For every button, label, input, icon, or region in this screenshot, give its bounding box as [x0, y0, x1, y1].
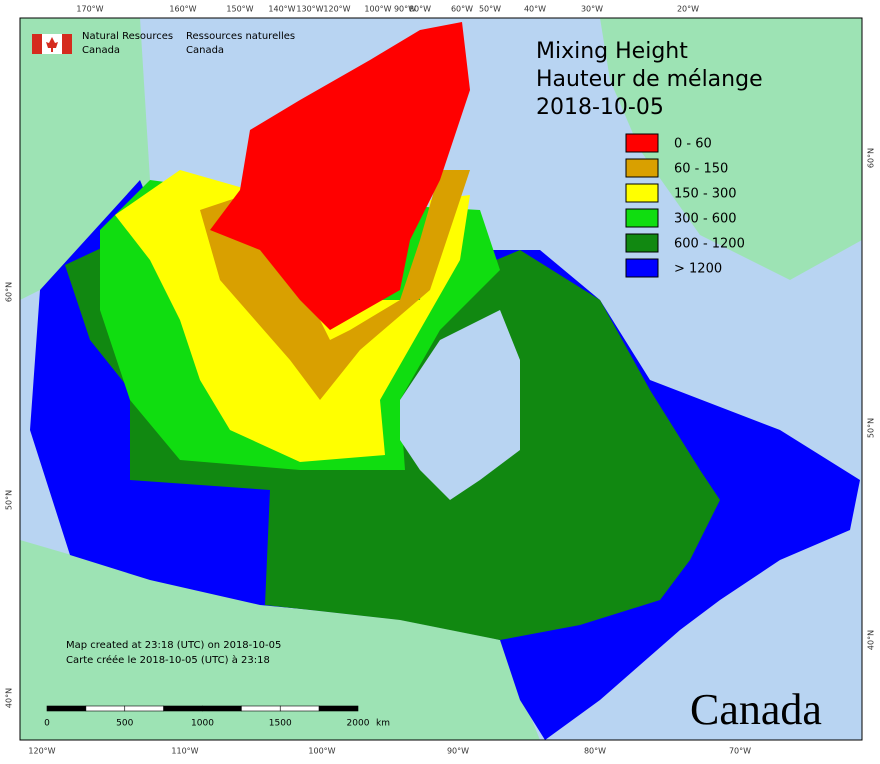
- longitude-label: 50°W: [479, 5, 501, 14]
- longitude-label: 100°W: [308, 747, 335, 756]
- longitude-label: 140°W: [268, 5, 295, 14]
- longitude-label: 30°W: [581, 5, 603, 14]
- legend-label: 600 - 1200: [674, 237, 745, 252]
- legend: 0 - 60 60 - 150 150 - 300 300 - 600 600 - 12…: [625, 133, 745, 278]
- latitude-label: 40°N: [867, 630, 876, 650]
- legend-swatch: [625, 258, 659, 278]
- longitude-label: 100°W: [364, 5, 391, 14]
- scale-segment: [85, 705, 126, 712]
- flag-bar: [62, 34, 72, 54]
- longitude-label: 130°W: [296, 5, 323, 14]
- legend-swatch: [625, 133, 659, 153]
- frame-border: [19, 17, 863, 741]
- legend-label: > 1200: [674, 262, 722, 277]
- title: Hauteur de mélange: [536, 67, 763, 92]
- longitude-label: 80°W: [584, 747, 606, 756]
- region-0-60: [210, 22, 470, 330]
- scale-segment: [46, 705, 87, 712]
- graticule-labels: 170°W 160°W 150°W 140°W 130°W 120°W 100°W 90°W8…: [5, 5, 876, 756]
- hudson-bay: [400, 310, 520, 500]
- legend-swatch: [625, 233, 659, 253]
- longitude-label: 160°W: [169, 5, 196, 14]
- longitude-label: 20°W: [677, 5, 699, 14]
- longitude-label: 170°W: [76, 5, 103, 14]
- longitude-label: 120°W: [28, 747, 55, 756]
- scale-label: 1500: [269, 719, 292, 729]
- legend-swatch: [625, 208, 659, 228]
- longitude-label: 110°W: [171, 747, 198, 756]
- header: Natural Resources Canada Ressources natu…: [32, 31, 295, 56]
- scale-label: 2000: [347, 719, 370, 729]
- wordmark: Canada: [690, 685, 822, 734]
- maple-leaf: [46, 37, 58, 52]
- longitude-label: 60°W: [451, 5, 473, 14]
- land: [20, 540, 540, 740]
- legend-label: 60 - 150: [674, 162, 728, 177]
- scale-segment: [318, 705, 359, 712]
- longitude-label: 40°W: [524, 5, 546, 14]
- land: [600, 18, 862, 280]
- legend-swatch: [625, 158, 659, 178]
- title: Mixing Height: [536, 39, 688, 64]
- legend-label: 150 - 300: [674, 187, 737, 202]
- latitude-label: 50°N: [5, 490, 14, 510]
- scale-segment: [124, 705, 164, 712]
- latitude-label: 60°N: [5, 282, 14, 302]
- scale-segment: [279, 705, 320, 712]
- scale-label: 500: [116, 719, 133, 729]
- legend-swatch: [625, 183, 659, 203]
- scale-unit: km: [376, 719, 390, 729]
- scale-bar: 0 500 1000 1500 2000 km: [44, 705, 390, 729]
- footnote: Carte créée le 2018-10-05 (UTC) à 23:18: [66, 654, 270, 666]
- scale-label: 1000: [191, 719, 214, 729]
- agency-en: Natural Resources: [82, 31, 173, 42]
- longitude-label: 90°W: [394, 5, 416, 14]
- latitude-label: 50°N: [867, 418, 876, 438]
- legend-label: 0 - 60: [674, 137, 712, 152]
- longitude-label: 80°W: [409, 5, 431, 14]
- scale-segment: [202, 705, 242, 712]
- scale-segment: [163, 705, 203, 712]
- scale-segment: [241, 705, 281, 712]
- longitude-label: 120°W: [323, 5, 350, 14]
- scale-label: 0: [44, 719, 50, 729]
- agency-fr: Canada: [186, 45, 224, 56]
- flag-bar: [32, 34, 42, 54]
- longitude-label: 150°W: [226, 5, 253, 14]
- land: [20, 18, 150, 300]
- footnote: Map created at 23:18 (UTC) on 2018-10-05: [66, 640, 281, 651]
- agency-en: Canada: [82, 45, 120, 56]
- legend-label: 300 - 600: [674, 212, 737, 227]
- latitude-label: 40°N: [5, 688, 14, 708]
- longitude-label: 70°W: [729, 747, 751, 756]
- date: 2018-10-05: [536, 95, 664, 120]
- map-frame: [19, 17, 863, 741]
- longitude-label: 90°W: [447, 747, 469, 756]
- agency-fr: Ressources naturelles: [186, 31, 295, 42]
- latitude-label: 60°N: [867, 148, 876, 168]
